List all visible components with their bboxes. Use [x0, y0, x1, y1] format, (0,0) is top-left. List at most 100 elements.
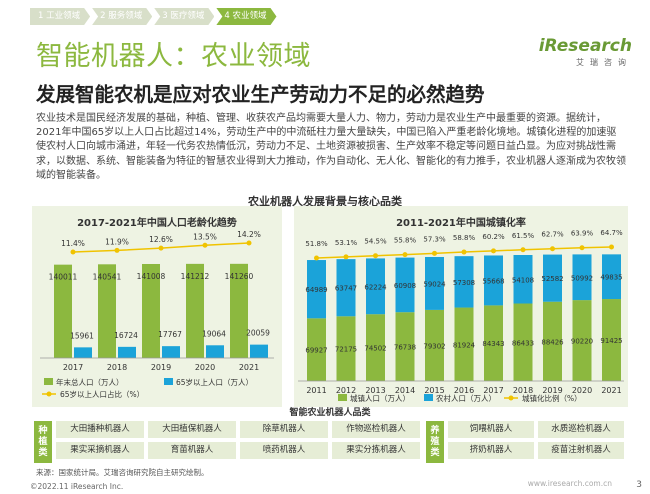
- bar-urban-2016: [454, 307, 474, 381]
- point-pct-2021: [246, 240, 252, 246]
- legend-dot-pct: [46, 391, 52, 397]
- label-pct-2011: 51.8%: [305, 240, 328, 248]
- label-pct-2015: 57.3%: [423, 235, 446, 243]
- tick-2017: 2017: [483, 386, 503, 395]
- label-total-2019: 141008: [137, 272, 166, 281]
- label-urban-2016: 81924: [453, 341, 476, 349]
- bar-urban-2019: [543, 301, 562, 381]
- legend-rural: 农村人口（万人）: [436, 393, 496, 403]
- point-pct-2012: [343, 254, 349, 260]
- label-urban-2017: 84343: [482, 340, 504, 348]
- label-total-2020: 141212: [181, 272, 210, 281]
- label-rural-2021: 49835: [600, 274, 622, 282]
- footer-url[interactable]: www.iresearch.com.cn: [527, 479, 612, 488]
- label-pct-2019: 62.7%: [541, 231, 564, 239]
- bar-total-2019: [142, 263, 160, 358]
- label-pct-2013: 54.5%: [364, 238, 387, 246]
- aging-chart: 2017-2021年中国人口老龄化趋势 140011 15961 2017 11.4% 1…: [40, 216, 274, 399]
- label-urban-2015: 79302: [423, 342, 445, 350]
- tick-2013: 2013: [365, 386, 385, 395]
- label-urban-2020: 90220: [571, 338, 593, 346]
- category-item: 饲喂机器人: [448, 421, 534, 438]
- label-rural-2011: 64989: [305, 286, 327, 294]
- point-pct-2014: [402, 252, 408, 258]
- label-rural-2020: 50992: [571, 274, 593, 282]
- label-rural-2017: 55668: [482, 277, 504, 285]
- point-pct-2015: [432, 250, 437, 256]
- bar-rural-2019: [543, 254, 562, 302]
- label-total-2021: 141260: [225, 272, 254, 281]
- bar-total-2021: [230, 263, 248, 358]
- point-pct-2018: [114, 247, 120, 253]
- label-urban-2021: 91425: [600, 337, 622, 345]
- legend-urban: 城镇人口（万人）: [350, 393, 410, 403]
- point-pct-2020: [579, 245, 585, 251]
- tick-2020: 2020: [572, 386, 592, 395]
- bar-rural-2012: [336, 259, 356, 317]
- point-pct-2011: [314, 255, 319, 261]
- bar-rural-2018: [513, 254, 533, 304]
- bar-rural-2011: [307, 260, 326, 319]
- footer-copyright: ©2022.11 iResearch Inc.: [30, 482, 124, 491]
- point-pct-2013: [373, 253, 378, 259]
- iresearch-logo: iResearch 艾瑞咨询: [539, 36, 632, 68]
- section-title: 农业机器人发展背景与核心品类: [248, 195, 402, 208]
- bar-rural-2013: [366, 258, 385, 315]
- point-pct-2019: [158, 245, 164, 251]
- category-item: 除草机器人: [240, 421, 328, 438]
- tab-service[interactable]: 2 服务领域: [92, 8, 152, 25]
- bar-rural-2020: [572, 254, 592, 301]
- bar-aged-2019: [162, 346, 180, 358]
- label-pct-2017: 60.2%: [482, 233, 505, 241]
- tick-2021: 2021: [601, 386, 621, 395]
- tab-agriculture[interactable]: 4 农业领域: [216, 8, 276, 25]
- category-item: 喷药机器人: [240, 442, 328, 459]
- tick-2016: 2016: [454, 386, 474, 395]
- page-number: 3: [636, 480, 642, 490]
- chart-title: 2017-2021年中国人口老龄化趋势: [77, 216, 237, 229]
- tick-2012: 2012: [336, 386, 356, 395]
- label-aged-2017: 15961: [70, 331, 94, 340]
- label-pct-2017: 11.4%: [61, 239, 85, 248]
- label-pct-2016: 58.8%: [453, 234, 476, 242]
- legend-swatch-urban: [338, 394, 347, 401]
- label-urban-2014: 76738: [394, 344, 416, 352]
- bar-aged-2021: [250, 344, 268, 358]
- bar-urban-2017: [484, 305, 503, 381]
- point-pct-2017: [70, 249, 76, 255]
- section-tabs: 1 工业领域 2 服务领域 3 医疗领域 4 农业领域: [30, 8, 279, 25]
- bar-rural-2015: [425, 256, 444, 310]
- label-pct-2020: 63.9%: [571, 230, 594, 238]
- urbanization-chart: 2011-2021年中国城镇化率 69927 64989 2011 51.8% 72175…: [298, 216, 624, 403]
- legend-pct: 城镇化比例（%）: [522, 393, 582, 403]
- planting-label: 种植类: [34, 421, 52, 463]
- tab-medical[interactable]: 3 医疗领域: [154, 8, 214, 25]
- tab-industry[interactable]: 1 工业领域: [30, 8, 90, 25]
- page-title: 智能机器人：农业领域: [36, 41, 311, 72]
- category-item: 育苗机器人: [148, 442, 236, 459]
- point-pct-2019: [550, 246, 555, 252]
- point-pct-2021: [609, 244, 614, 250]
- tick-2018: 2018: [107, 363, 127, 372]
- bar-rural-2016: [454, 256, 474, 308]
- tick-2011: 2011: [306, 386, 326, 395]
- point-pct-2016: [461, 249, 467, 255]
- label-pct-2019: 12.6%: [149, 235, 173, 244]
- point-pct-2018: [520, 247, 526, 253]
- legend-pct: 65岁以上人口占比（%）: [60, 389, 144, 399]
- tick-2019: 2019: [542, 386, 562, 395]
- bar-total-2020: [186, 263, 204, 358]
- tick-2021: 2021: [239, 363, 259, 372]
- category-item: 果实分拣机器人: [332, 442, 420, 459]
- bar-aged-2018: [118, 346, 136, 358]
- bar-urban-2021: [602, 299, 621, 381]
- bar-urban-2014: [395, 312, 415, 381]
- tick-2019: 2019: [151, 363, 171, 372]
- source-note: 来源：国家统计局。艾瑞咨询研究院自主研究绘制。: [36, 468, 209, 477]
- category-item: 作物巡检机器人: [332, 421, 420, 438]
- label-urban-2018: 86433: [512, 339, 534, 347]
- legend-aged: 65岁以上人口（万人）: [176, 377, 253, 387]
- robot-categories: 智能农业机器人品类 种植类 大田播种机器人 大田植保机器人 除草机器人 作物巡检机器人…: [32, 405, 628, 467]
- label-aged-2020: 19064: [202, 329, 226, 338]
- legend-swatch-aged: [164, 378, 173, 385]
